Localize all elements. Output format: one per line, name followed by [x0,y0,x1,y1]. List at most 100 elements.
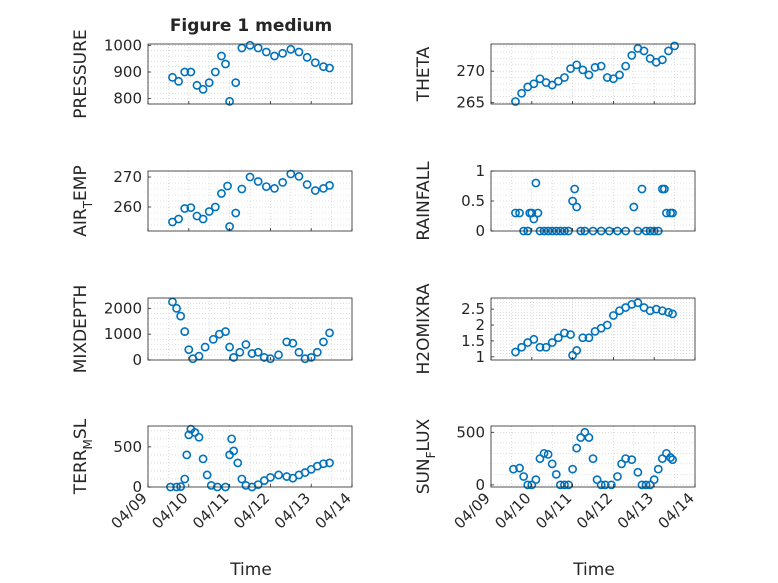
data-point [578,65,588,75]
data-point [613,472,622,481]
data-point [568,196,577,206]
data-point [172,303,181,313]
data-point [584,433,594,442]
data-point [278,48,288,58]
y-axis-label-base: AIR [71,208,91,237]
y-tick-label: 0.5 [461,192,485,210]
y-axis-label-base: H2OMIXRA [414,283,434,374]
data-point [517,342,526,352]
data-point [511,347,520,357]
data-point [515,208,524,218]
data-point [543,449,553,459]
series-mixdepth [168,297,334,364]
subplot-rainfall: 0 0.5 1 RAINFALL [414,161,696,241]
data-point [302,52,312,62]
data-point [253,347,263,357]
data-point [198,84,208,94]
data-point [325,180,334,190]
data-point [210,67,220,77]
y-axis-label: MIXDEPTH [71,285,91,374]
data-point [541,342,551,352]
data-point [509,464,518,474]
data-point [259,353,269,362]
data-point [184,345,194,355]
data-point [617,459,626,469]
data-point [192,80,202,90]
data-point [319,62,328,72]
data-point [566,64,575,74]
data-point [245,40,255,50]
y-tick-label: 2 [475,316,485,334]
data-point [180,474,190,484]
data-point [662,208,671,218]
data-point [198,454,208,464]
series-pressure [168,40,334,106]
data-point [176,482,186,491]
axes-box [147,43,353,105]
data-point [637,480,647,490]
data-point [535,74,545,84]
y-tick-label: 1 [475,348,485,366]
data-point [168,72,177,82]
data-point [235,347,245,357]
data-point [572,60,582,70]
data-point [294,347,304,357]
data-point [237,184,247,194]
data-point [229,446,239,456]
data-point [555,480,565,490]
data-point [278,177,288,187]
data-point [564,480,573,490]
data-point [294,171,304,181]
data-point [580,427,590,437]
data-point [539,448,549,458]
subplot-mixdepth: 0 1000 2000 MIXDEPTH [71,285,353,374]
data-point [294,47,304,57]
data-point [247,349,257,358]
data-point [265,472,275,482]
data-point [237,474,247,484]
y-axis-label-sub: F [424,451,438,458]
data-point [633,298,643,308]
data-point [517,88,526,98]
data-point [535,342,545,352]
data-point [547,459,557,469]
data-point [515,463,524,473]
data-point [288,338,298,348]
data-point [553,76,563,86]
data-point [204,78,214,88]
series-air_temp [168,169,334,231]
data-point [645,54,655,63]
data-point [180,204,190,213]
subplot-pressure: 800 900 1000 PRESSURE [71,29,353,119]
data-point [176,311,186,321]
series-theta [511,41,679,106]
series-sun_flux [509,427,677,490]
data-point [629,202,639,212]
data-point [186,203,196,212]
data-point [584,70,594,80]
y-tick-label: 0 [132,351,142,369]
y-axis-label-tail: LUX [414,418,434,451]
data-point [645,480,655,490]
y-axis-label-base: THETA [414,46,434,102]
y-axis-label: AIRTEMP [71,165,95,236]
data-point [576,433,586,442]
data-point [547,338,557,347]
data-point [511,208,520,218]
data-point [670,41,679,51]
data-point [194,432,204,442]
data-point [310,186,320,195]
data-point [533,208,543,218]
data-point [570,184,580,194]
data-point [592,475,602,485]
data-point [547,80,557,90]
y-tick-label: 800 [113,90,142,108]
y-tick-label: 500 [113,438,142,456]
data-point [186,67,196,77]
data-point [596,480,606,490]
data-point [566,330,575,339]
y-tick-label: 0 [475,476,485,494]
data-point [664,307,673,317]
xlabel-left: Time [229,560,272,580]
data-point [253,43,263,53]
